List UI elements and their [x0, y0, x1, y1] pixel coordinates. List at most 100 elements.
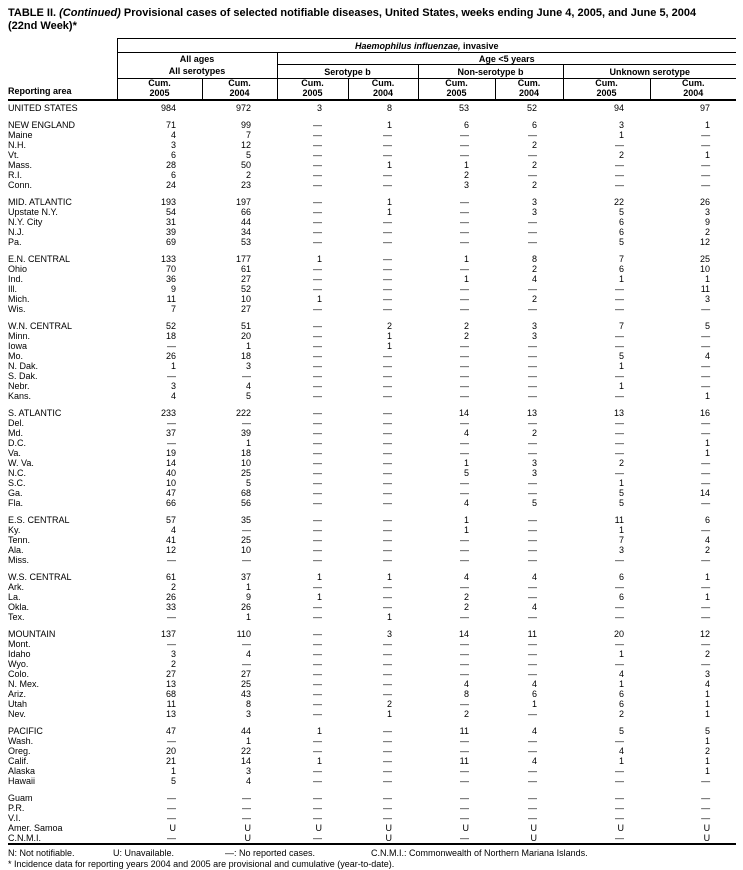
value-cell: — — [701, 802, 711, 813]
table-row: N.J. 39 34 — — — — 6 2 — [8, 227, 736, 237]
value-cell: 6 — [618, 571, 624, 582]
value-cell: 3 — [316, 102, 322, 113]
value-cell: — — [460, 544, 469, 555]
cum-year: 2005 — [596, 87, 617, 98]
column-header-cum-2004: Cum. 2004 — [650, 78, 737, 101]
value-cell: 4 — [618, 745, 624, 756]
reporting-area-cell: Wash. — [8, 735, 34, 746]
value-cell: 1 — [705, 698, 711, 709]
value-cell: — — [528, 350, 537, 361]
value-cell: — — [313, 320, 322, 331]
table-row: C.N.M.I. — U — U — U — U — [8, 832, 737, 845]
footnote-not-notifiable: N: Not notifiable. — [8, 847, 75, 858]
value-cell: 3 — [705, 293, 711, 304]
value-cell: 2 — [531, 427, 537, 438]
value-cell: — — [383, 417, 392, 428]
value-cell: — — [242, 812, 251, 823]
value-cell: — — [460, 668, 469, 679]
value-cell: — — [615, 812, 624, 823]
value-cell: 21 — [165, 755, 176, 766]
value-cell: 1 — [386, 611, 392, 622]
value-cell: 1 — [618, 273, 624, 284]
table-row: D.C. — 1 — — — — — 1 — [8, 438, 736, 448]
value-cell: — — [615, 765, 624, 776]
reporting-area-cell: Conn. — [8, 179, 33, 190]
value-cell: — — [460, 293, 469, 304]
value-cell: 27 — [240, 303, 251, 314]
value-cell: — — [615, 601, 624, 612]
value-cell: — — [383, 129, 392, 140]
table-row: Ark. 2 1 — — — — — — — [8, 582, 736, 592]
value-cell: 94 — [613, 102, 624, 113]
reporting-area-cell: Pa. — [8, 236, 22, 247]
value-cell: — — [528, 745, 537, 756]
value-cell: — — [460, 648, 469, 659]
table-row: Guam — — — — — — — — — [8, 786, 736, 803]
table-row: Ky. 4 — — — 1 — 1 — — [8, 525, 736, 535]
value-cell: — — [383, 601, 392, 612]
value-cell: — — [615, 658, 624, 669]
table-row: Calif. 21 14 1—11 4 1 1 — [8, 756, 736, 766]
value-cell: 1 — [245, 340, 251, 351]
value-cell: — — [313, 698, 322, 709]
value-cell: — — [460, 380, 469, 391]
reporting-area-cell: N. Mex. — [8, 678, 40, 689]
column-header-cum-2005: Cum. 2005 — [418, 78, 496, 101]
column-header-cum-2004: Cum. 2004 — [495, 78, 564, 101]
value-cell: 34 — [240, 226, 251, 237]
value-cell: — — [701, 360, 711, 371]
cum-year: 2004 — [683, 87, 704, 98]
value-cell: — — [701, 812, 711, 823]
table-row: UNITED STATES 984 972 3 8 53 52 94 97 — [8, 100, 736, 113]
value-cell: — — [460, 745, 469, 756]
value-cell: — — [383, 658, 392, 669]
value-cell: 27 — [165, 668, 176, 679]
value-cell: 1 — [386, 571, 392, 582]
value-cell: — — [528, 668, 537, 679]
value-cell: 44 — [240, 725, 251, 736]
table-row: N.C. 40 25 — — 5 3 — — — [8, 468, 736, 478]
table-row: W. Va. 14 10 — — 1 3 2 — — [8, 458, 736, 468]
value-cell: 1 — [463, 159, 469, 170]
value-cell: 3 — [463, 179, 469, 190]
value-cell: 6 — [618, 216, 624, 227]
value-cell: — — [528, 802, 537, 813]
value-cell: — — [701, 638, 711, 649]
reporting-area-cell: W. Va. — [8, 457, 34, 468]
value-cell: — — [313, 263, 322, 274]
reporting-area-cell: Guam — [8, 792, 33, 803]
reporting-area-cell: Colo. — [8, 668, 30, 679]
value-cell: 66 — [165, 497, 176, 508]
value-cell: — — [313, 370, 322, 381]
value-cell: — — [528, 303, 537, 314]
value-cell: 25 — [240, 678, 251, 689]
value-cell: — — [701, 497, 711, 508]
value-cell: 4 — [618, 668, 624, 679]
value-cell: — — [528, 524, 537, 535]
value-cell: — — [242, 554, 251, 565]
value-cell: 36 — [165, 273, 176, 284]
table-row: Alaska 1 3 — — — — — 1 — [8, 766, 736, 776]
reporting-area-cell: S. ATLANTIC — [8, 407, 62, 418]
value-cell: 14 — [458, 628, 469, 639]
value-cell: 2 — [386, 320, 392, 331]
value-cell: 6 — [705, 514, 711, 525]
value-cell: — — [528, 658, 537, 669]
value-cell: — — [313, 668, 322, 679]
value-cell: — — [383, 812, 392, 823]
value-cell: — — [313, 273, 322, 284]
value-cell: — — [313, 544, 322, 555]
value-cell: — — [615, 293, 624, 304]
value-cell: — — [701, 159, 711, 170]
disease-header: Haemophilus influenzae, invasive — [117, 38, 737, 53]
reporting-area-cell: Del. — [8, 417, 25, 428]
value-cell: — — [615, 802, 624, 813]
value-cell: — — [615, 303, 624, 314]
title-text: Provisional cases of selected notifiable… — [123, 7, 697, 19]
value-cell: — — [701, 169, 711, 180]
value-cell: 10 — [240, 544, 251, 555]
table-row: N. Mex. 13 25 — — 4 4 1 4 — [8, 679, 736, 689]
value-cell: — — [528, 129, 537, 140]
table-row: MID. ATLANTIC 193 197 — 1 — 3 22 26 — [8, 190, 736, 207]
value-cell: — — [615, 611, 624, 622]
